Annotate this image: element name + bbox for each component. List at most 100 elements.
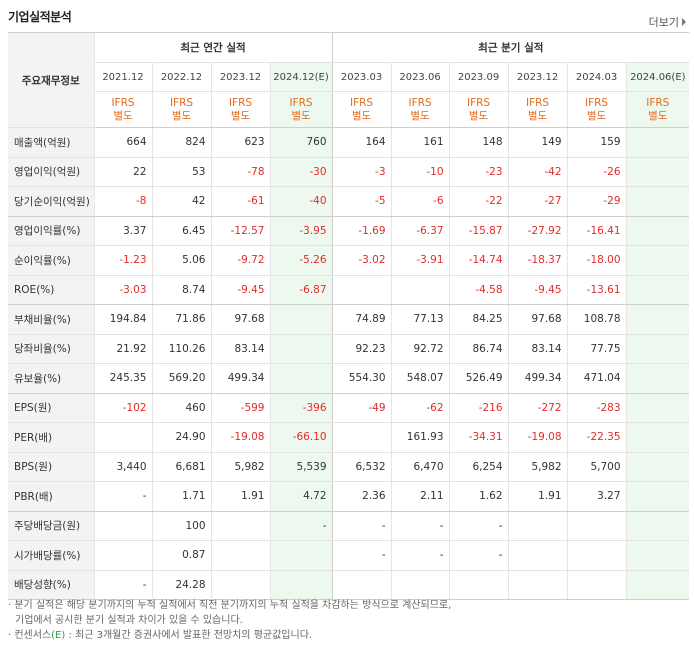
basis-label: IFRS 별도 [507,91,568,128]
table-cell: - [390,540,450,571]
table-cell: -6.37 [390,216,450,246]
table-cell: 4.72 [269,481,333,512]
table-cell: 760 [269,127,333,158]
table-cell [566,570,627,600]
table-cell: - [448,540,509,571]
table-cell: 460 [151,393,211,423]
table-cell [625,157,690,187]
table-cell: -102 [93,393,152,423]
table-cell: 3,440 [93,452,152,482]
footnote-1: · 분기 실적은 해당 분기까지의 누적 실적에서 직전 분기까지의 누적 실적… [8,600,452,611]
table-cell [93,422,152,453]
financial-table: 주요재무정보 최근 연간 실적 최근 분기 실적 2021.12 2022.12 2… [8,32,690,600]
table-row: 매출액(억원) 664 824 623 760 164 161 148 149 159 [8,127,690,158]
table-row: 당기순이익(억원) -8 42 -61 -40 -5 -6 -22 -27 -29 [8,186,690,217]
table-cell [625,216,690,246]
row-label: EPS(원) [8,393,94,423]
table-cell [625,570,690,600]
table-cell [210,570,270,600]
table-cell: 74.89 [331,304,392,335]
table-cell [93,511,152,541]
table-cell: -30 [269,157,333,187]
table-cell: 161.93 [390,422,450,453]
table-cell [448,570,509,600]
table-cell: -3.95 [269,216,333,246]
table-row: 배당성향(%) -24.28 [8,570,690,600]
column-header: 2024.06(E) [625,62,690,92]
table-cell [331,422,392,453]
table-cell: 526.49 [448,363,509,394]
table-cell: -66.10 [269,422,333,453]
row-label: 유보율(%) [8,363,94,394]
table-cell: -3.03 [93,275,152,305]
table-cell [390,275,450,305]
table-cell [566,511,627,541]
table-cell [625,304,690,335]
table-cell: 3.27 [566,481,627,512]
column-header: 2023.09 [448,62,509,92]
table-cell: 53 [151,157,211,187]
table-cell: 92.23 [331,334,392,364]
column-header: 2022.12 [151,62,211,92]
table-cell: - [390,511,450,541]
table-cell: 1.62 [448,481,509,512]
basis-ifrs: IFRS [349,96,374,109]
table-row: 부채비율(%) 194.84 71.86 97.68 74.89 77.13 84.25 97… [8,304,690,335]
table-cell: -12.57 [210,216,270,246]
table-cell [269,570,333,600]
row-label: 주당배당금(원) [8,511,94,541]
footnote-2: · 컨센서스(E) : 최근 3개월간 증권사에서 발표한 전망치의 평균값입니… [8,630,313,641]
table-cell [269,540,333,571]
row-label: 시가배당률(%) [8,540,94,571]
basis-label: IFRS 별도 [269,91,333,128]
table-cell: 159 [566,127,627,158]
table-row: PBR(배) -1.71 1.91 4.72 2.36 2.11 1.62 1.91 3.27 [8,481,690,512]
table-cell: 110.26 [151,334,211,364]
table-cell: -6 [390,186,450,217]
table-cell: 824 [151,127,211,158]
table-cell: 84.25 [448,304,509,335]
table-cell: 6,681 [151,452,211,482]
table-cell: 92.72 [390,334,450,364]
table-cell: -599 [210,393,270,423]
basis-ifrs: IFRS [584,96,609,109]
table-cell: 77.13 [390,304,450,335]
table-cell [625,511,690,541]
table-cell: - [93,481,152,512]
table-cell: -9.72 [210,245,270,276]
table-row: 주당배당금(원) 100- - - - [8,511,690,541]
basis-separate: 별도 [351,109,372,122]
label-header: 주요재무정보 [8,32,94,128]
section-title: 기업실적분석 [8,10,72,24]
table-cell: -396 [269,393,333,423]
table-cell: -34.31 [448,422,509,453]
basis-separate: 별도 [113,109,133,122]
table-cell [507,540,568,571]
table-cell: -13.61 [566,275,627,305]
basis-label: IFRS 별도 [210,91,270,128]
table-cell: 6.45 [151,216,211,246]
column-header: 2024.03 [566,62,627,92]
basis-separate: 별도 [468,109,489,122]
table-cell: -5 [331,186,392,217]
table-row: 영업이익률(%) 3.37 6.45 -12.57 -3.95 -1.69 -6.37 -15… [8,216,690,246]
table-row: 순이익률(%) -1.23 5.06 -9.72 -5.26 -3.02 -3.91 -14.… [8,245,690,276]
group-quarter: 최근 분기 실적 [331,32,690,63]
table-cell [625,334,690,364]
table-cell: -23 [448,157,509,187]
table-cell [625,275,690,305]
table-cell: -4.58 [448,275,509,305]
table-cell: -1.69 [331,216,392,246]
footnotes: · 분기 실적은 해당 분기까지의 누적 실적에서 직전 분기까지의 누적 실적… [8,598,451,643]
column-header: 2023.12 [507,62,568,92]
more-link[interactable]: 더보기 [649,14,686,30]
table-cell [331,570,392,600]
table-cell: 5,982 [210,452,270,482]
table-cell: -26 [566,157,627,187]
group-annual: 최근 연간 실적 [93,32,333,63]
table-cell: -283 [566,393,627,423]
table-cell: 569.20 [151,363,211,394]
table-cell [625,245,690,276]
table-cell: 161 [390,127,450,158]
basis-separate: 별도 [230,109,251,122]
